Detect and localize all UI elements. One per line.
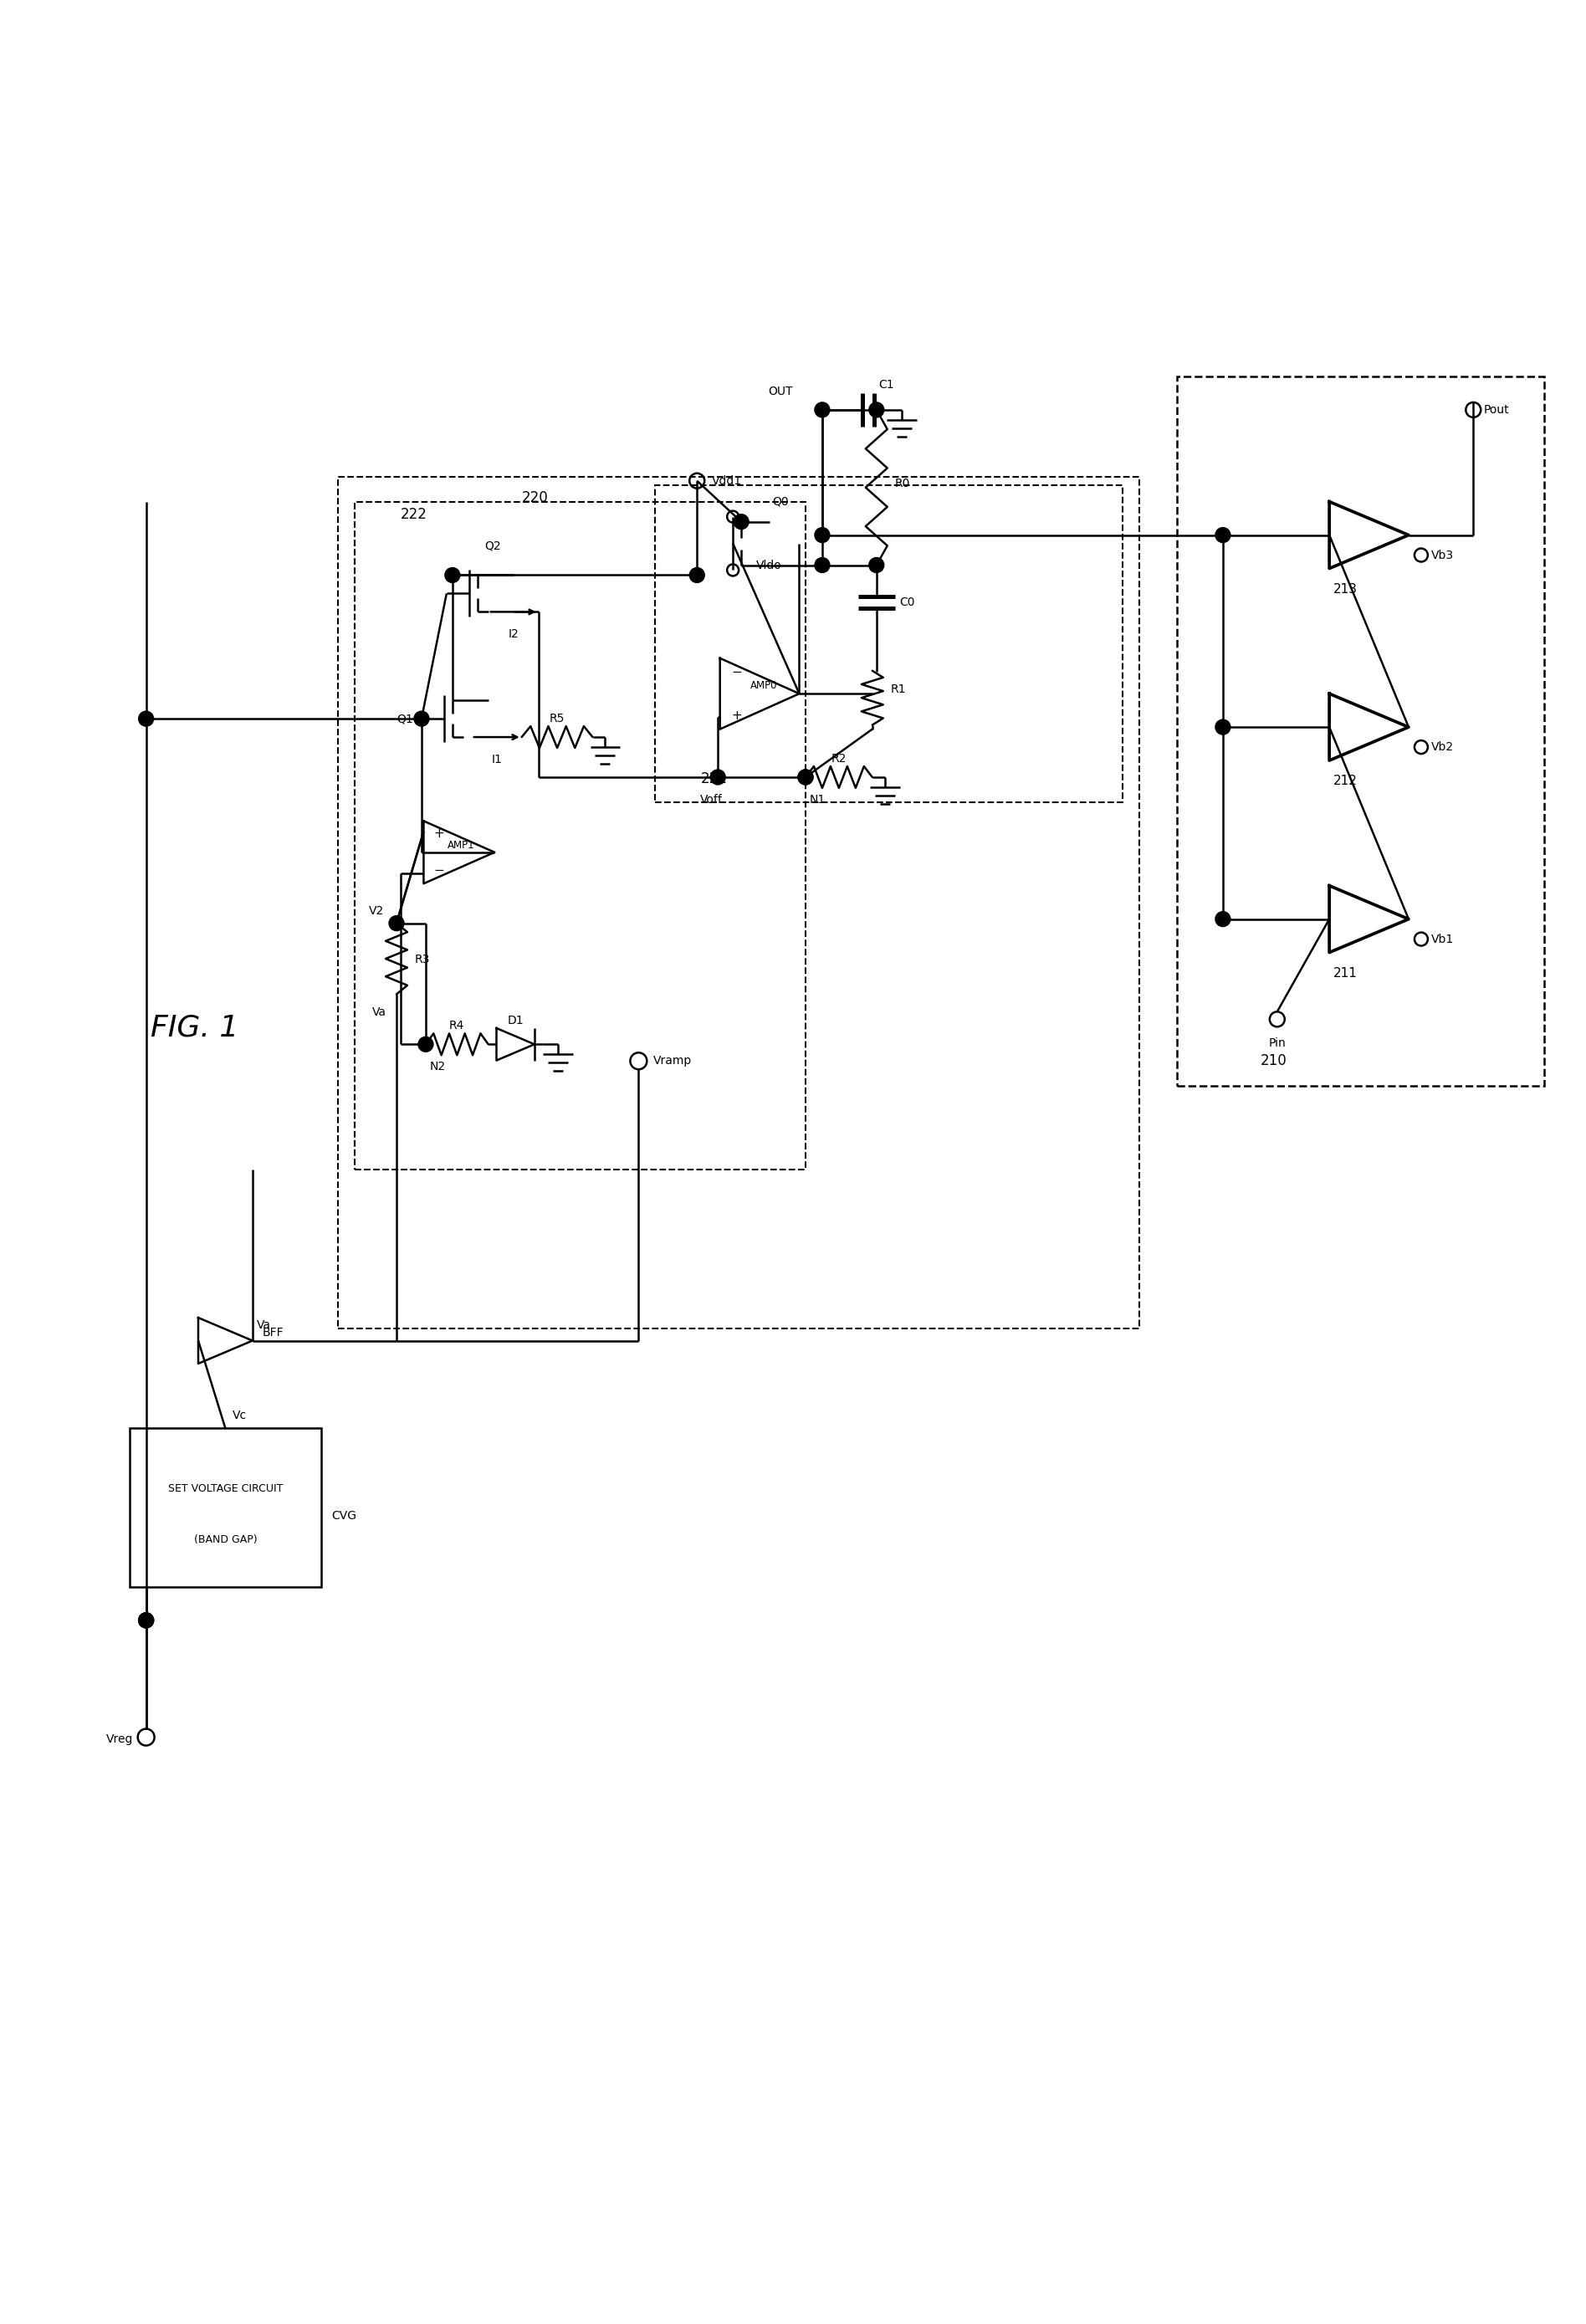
Text: 220: 220 xyxy=(522,490,549,504)
Text: V2: V2 xyxy=(368,904,384,916)
Text: R3: R3 xyxy=(416,953,430,964)
Circle shape xyxy=(414,711,430,725)
Text: R4: R4 xyxy=(449,1020,465,1032)
Text: Q2: Q2 xyxy=(484,539,501,551)
Text: 221: 221 xyxy=(701,772,728,786)
Text: Q1: Q1 xyxy=(396,713,414,725)
Text: I1: I1 xyxy=(492,753,503,765)
Text: CVG: CVG xyxy=(331,1511,357,1522)
Text: 210: 210 xyxy=(1261,1053,1286,1069)
Text: C1: C1 xyxy=(879,379,895,390)
Circle shape xyxy=(138,1613,154,1627)
Text: R1: R1 xyxy=(891,683,906,695)
Text: Voff: Voff xyxy=(699,795,723,806)
Bar xyxy=(130,1429,322,1587)
Circle shape xyxy=(869,402,883,418)
Text: 211: 211 xyxy=(1334,967,1358,981)
Circle shape xyxy=(1215,911,1231,927)
Text: Vb2: Vb2 xyxy=(1431,741,1454,753)
Text: Pout: Pout xyxy=(1483,404,1508,416)
Text: Vdd1: Vdd1 xyxy=(712,474,742,486)
Text: D1: D1 xyxy=(508,1016,523,1027)
Circle shape xyxy=(869,558,883,572)
Text: Vb1: Vb1 xyxy=(1431,934,1454,946)
Text: R0: R0 xyxy=(895,476,910,488)
Circle shape xyxy=(711,769,725,786)
Circle shape xyxy=(138,711,154,725)
Circle shape xyxy=(138,1613,154,1627)
Bar xyxy=(338,476,1139,1327)
Bar xyxy=(655,486,1123,802)
Circle shape xyxy=(690,567,704,583)
Text: N1: N1 xyxy=(810,795,826,806)
Text: (BAND GAP): (BAND GAP) xyxy=(193,1534,257,1545)
Text: −: − xyxy=(731,665,742,679)
Text: Va: Va xyxy=(373,1006,387,1018)
Text: I2: I2 xyxy=(508,627,519,641)
Text: N2: N2 xyxy=(430,1062,446,1074)
Text: Vc: Vc xyxy=(232,1411,246,1422)
Text: OUT: OUT xyxy=(768,386,793,397)
Text: Q0: Q0 xyxy=(772,495,788,507)
Text: −: − xyxy=(433,865,444,876)
Text: Vldo: Vldo xyxy=(757,560,782,572)
Circle shape xyxy=(798,769,814,786)
Text: Va: Va xyxy=(257,1320,271,1332)
Text: 213: 213 xyxy=(1334,583,1358,595)
Text: FIG. 1: FIG. 1 xyxy=(151,1013,238,1041)
Text: Vramp: Vramp xyxy=(653,1055,691,1067)
Text: SET VOLTAGE CIRCUIT: SET VOLTAGE CIRCUIT xyxy=(168,1483,282,1494)
Text: AMP1: AMP1 xyxy=(447,841,474,851)
Text: R2: R2 xyxy=(831,753,847,765)
Circle shape xyxy=(815,402,829,418)
Text: +: + xyxy=(731,709,742,723)
Text: C0: C0 xyxy=(899,597,915,609)
Circle shape xyxy=(389,916,404,930)
Text: 222: 222 xyxy=(401,507,427,521)
Text: Vb3: Vb3 xyxy=(1431,548,1454,560)
Text: +: + xyxy=(433,827,444,841)
Bar xyxy=(1177,376,1545,1085)
Bar xyxy=(355,502,806,1169)
Circle shape xyxy=(419,1037,433,1053)
Circle shape xyxy=(815,528,829,541)
Circle shape xyxy=(1215,720,1231,734)
Circle shape xyxy=(734,514,749,530)
Text: AMP0: AMP0 xyxy=(750,681,777,690)
Text: Vreg: Vreg xyxy=(106,1734,133,1745)
Text: R5: R5 xyxy=(549,713,565,725)
Circle shape xyxy=(446,567,460,583)
Text: BFF: BFF xyxy=(263,1327,284,1339)
Circle shape xyxy=(815,558,829,572)
Text: 212: 212 xyxy=(1334,774,1358,788)
Circle shape xyxy=(138,1613,154,1627)
Text: Pin: Pin xyxy=(1269,1037,1286,1050)
Circle shape xyxy=(798,769,814,786)
Circle shape xyxy=(1215,528,1231,541)
